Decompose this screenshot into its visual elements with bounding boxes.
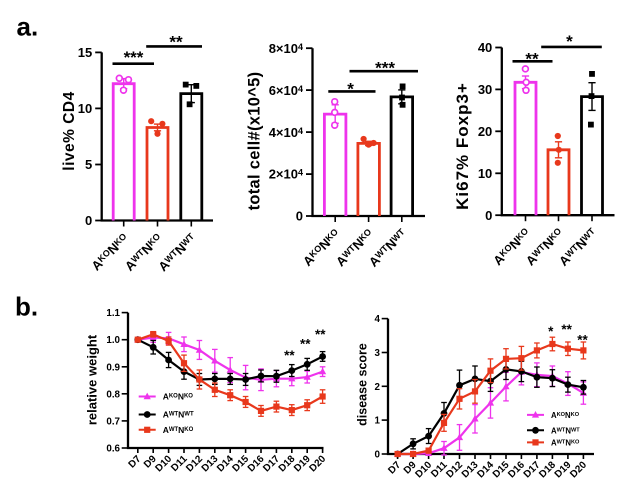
svg-text:5: 5 <box>85 157 92 172</box>
svg-text:10: 10 <box>78 101 92 116</box>
svg-text:**: ** <box>284 348 295 363</box>
svg-text:*: * <box>347 80 354 99</box>
svg-text:AWTNKO: AWTNKO <box>551 439 580 448</box>
svg-text:15: 15 <box>78 45 92 60</box>
svg-text:8×104: 8×104 <box>269 41 303 56</box>
svg-text:2×104: 2×104 <box>269 167 303 182</box>
svg-text:AWTNKO: AWTNKO <box>163 425 194 435</box>
svg-text:AWTNWT: AWTNWT <box>551 427 580 436</box>
svg-text:total cell#(x10^5): total cell#(x10^5) <box>246 72 264 211</box>
svg-text:disease score: disease score <box>356 343 370 426</box>
svg-text:**: ** <box>561 322 572 337</box>
svg-text:10: 10 <box>478 166 492 181</box>
svg-text:*: * <box>566 32 573 51</box>
svg-text:0.6: 0.6 <box>106 444 120 455</box>
svg-text:**: ** <box>169 33 183 52</box>
svg-text:0: 0 <box>485 208 492 223</box>
svg-text:30: 30 <box>478 82 492 97</box>
svg-text:4×104: 4×104 <box>269 125 303 140</box>
svg-text:**: ** <box>525 49 539 68</box>
svg-text:4: 4 <box>375 314 381 325</box>
svg-text:3: 3 <box>375 348 381 359</box>
svg-text:1.0: 1.0 <box>106 335 120 346</box>
svg-text:***: *** <box>375 58 395 77</box>
svg-text:AKONKO: AKONKO <box>551 411 580 420</box>
svg-text:**: ** <box>577 332 588 347</box>
svg-text:*: * <box>548 324 554 339</box>
svg-text:a.: a. <box>17 12 39 42</box>
svg-text:live% CD4: live% CD4 <box>61 91 78 170</box>
svg-text:0.9: 0.9 <box>106 362 120 373</box>
svg-text:b.: b. <box>15 292 38 322</box>
svg-text:40: 40 <box>478 40 492 55</box>
svg-text:AWTNWT: AWTNWT <box>163 410 194 420</box>
svg-text:0: 0 <box>375 450 381 461</box>
svg-text:relative weight: relative weight <box>85 334 100 425</box>
svg-text:0: 0 <box>85 213 92 228</box>
svg-text:**: ** <box>300 337 311 352</box>
svg-text:1.1: 1.1 <box>106 308 120 319</box>
svg-text:6×104: 6×104 <box>269 83 303 98</box>
svg-text:0.7: 0.7 <box>106 416 120 427</box>
svg-text:**: ** <box>315 327 326 342</box>
svg-text:***: *** <box>124 48 144 67</box>
svg-text:AKONKO: AKONKO <box>490 225 533 268</box>
svg-text:0: 0 <box>296 209 303 224</box>
svg-text:0.8: 0.8 <box>106 389 120 400</box>
svg-text:AWTNKO: AWTNKO <box>333 226 376 269</box>
svg-text:2: 2 <box>375 382 381 393</box>
svg-text:1: 1 <box>375 416 381 427</box>
svg-text:20: 20 <box>478 124 492 139</box>
svg-text:Ki67% Foxp3+: Ki67% Foxp3+ <box>453 82 472 210</box>
svg-text:AKONKO: AKONKO <box>163 392 194 402</box>
